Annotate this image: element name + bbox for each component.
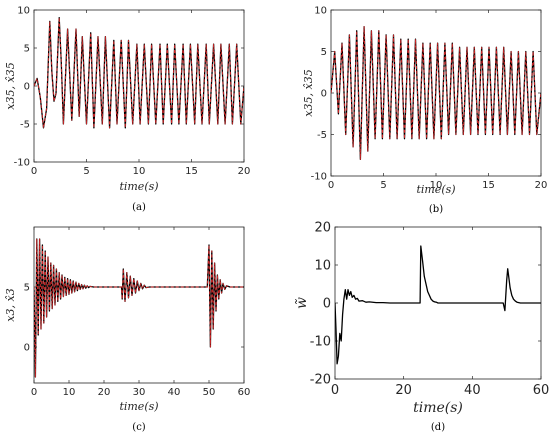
- x-tick-label: 15: [185, 166, 198, 177]
- y-tick-label: 0: [24, 82, 30, 93]
- y-tick-label: 0: [24, 343, 30, 354]
- y-tick-label: -10: [14, 158, 30, 169]
- y-tick-label: -20: [310, 373, 331, 388]
- chart-panel-1: 0 5 10 15 20 -10 -5 0 5 10 time(s) x35, x̂35 (a): [4, 6, 250, 214]
- x-tick-label: 5: [83, 166, 89, 177]
- x-tick-label: 60: [533, 383, 550, 398]
- y-tick-label: -5: [20, 120, 30, 131]
- x-axis-label: time(s): [416, 183, 455, 196]
- panel-label: (c): [132, 422, 146, 433]
- series-line-estimate: [331, 26, 541, 160]
- chart-panel-3: 0 10 20 30 40 50 60 0 5 time(s) x3, x̂3 (c): [4, 226, 251, 433]
- x-tick-label: 0: [31, 166, 37, 177]
- y-axis-label: x3, x̂3: [4, 288, 17, 321]
- x-tick-label: 30: [133, 387, 146, 398]
- x-tick-label: 0: [328, 180, 334, 191]
- x-tick-label: 20: [98, 387, 111, 398]
- x-tick-label: 0: [31, 387, 37, 398]
- x-tick-label: 40: [464, 383, 481, 398]
- y-tick-label: -10: [311, 172, 327, 183]
- y-tick-label: -5: [317, 130, 327, 141]
- x-tick-label: 15: [482, 180, 495, 191]
- y-tick-label: 0: [323, 297, 331, 312]
- y-tick-label: 0: [321, 89, 327, 100]
- x-tick-label: 10: [63, 387, 76, 398]
- y-tick-label: 5: [24, 283, 30, 294]
- x-axis-label: time(s): [413, 400, 463, 416]
- series-line-estimate: [34, 17, 244, 129]
- y-tick-label: -10: [310, 335, 331, 350]
- x-axis-label: time(s): [119, 400, 158, 413]
- x-tick-label: 20: [535, 180, 548, 191]
- y-tick-label: 5: [24, 44, 30, 55]
- x-tick-label: 5: [380, 180, 386, 191]
- panel-label: (a): [132, 202, 146, 213]
- panel-label: (d): [431, 422, 445, 433]
- x-axis-label: time(s): [119, 180, 158, 193]
- x-tick-label: 10: [430, 180, 443, 191]
- x-tick-label: 40: [168, 387, 181, 398]
- x-tick-label: 0: [331, 383, 339, 398]
- x-tick-label: 20: [238, 166, 251, 177]
- y-tick-label: 10: [314, 259, 331, 274]
- y-tick-label: 5: [321, 47, 327, 58]
- panel-label: (b): [429, 204, 443, 215]
- x-tick-label: 50: [203, 387, 216, 398]
- y-tick-label: 10: [17, 6, 30, 17]
- x-tick-label: 20: [395, 383, 412, 398]
- y-tick-label: 20: [314, 221, 331, 236]
- y-tick-label: 10: [314, 6, 327, 17]
- series-line-estimate: [34, 238, 244, 378]
- series-line-error: [335, 245, 541, 365]
- x-tick-label: 10: [133, 166, 146, 177]
- x-tick-label: 60: [238, 387, 251, 398]
- y-axis-label: w̃: [294, 297, 310, 309]
- y-axis-label: x35, x̂35: [4, 62, 17, 109]
- y-axis-label: x35, x̂35: [302, 69, 315, 116]
